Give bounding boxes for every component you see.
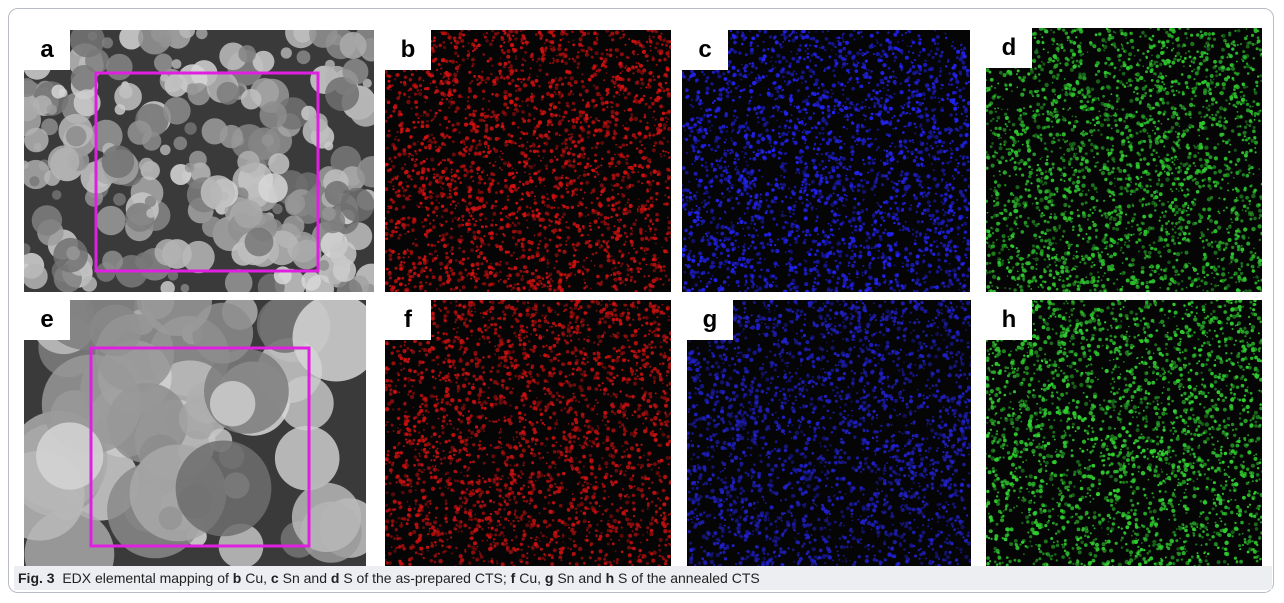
caption-text: Sn and xyxy=(279,570,331,586)
panel-label: c xyxy=(682,30,728,70)
caption-panel-ref: c xyxy=(271,570,279,586)
caption-panel-ref: h xyxy=(606,570,615,586)
caption-text: S of the annealed CTS xyxy=(614,570,760,586)
caption-text: S of the as-prepared CTS; xyxy=(339,570,510,586)
panel-label: b xyxy=(385,30,431,70)
image-panel: h xyxy=(986,300,1262,566)
image-panel: d xyxy=(986,28,1262,292)
image-panel: f xyxy=(385,300,671,566)
micrograph xyxy=(24,300,366,566)
caption-text: EDX elemental mapping of xyxy=(62,570,232,586)
image-panel: a xyxy=(24,30,374,292)
micrograph xyxy=(24,30,374,292)
caption: Fig. 3 EDX elemental mapping of b Cu, c … xyxy=(14,566,1272,590)
image-panel: e xyxy=(24,300,366,566)
caption-label: Fig. 3 xyxy=(18,570,55,586)
caption-text: Cu, xyxy=(241,570,271,586)
panel-label: h xyxy=(986,300,1032,340)
caption-text: Sn and xyxy=(553,570,605,586)
panel-label: f xyxy=(385,300,431,340)
caption-text: Cu, xyxy=(515,570,545,586)
panel-label: g xyxy=(687,300,733,340)
panel-label: d xyxy=(986,28,1032,68)
image-panel: c xyxy=(682,30,970,292)
image-panel: g xyxy=(687,300,971,566)
image-panel: b xyxy=(385,30,671,292)
panel-label: e xyxy=(24,300,70,340)
panel-label: a xyxy=(24,30,70,70)
